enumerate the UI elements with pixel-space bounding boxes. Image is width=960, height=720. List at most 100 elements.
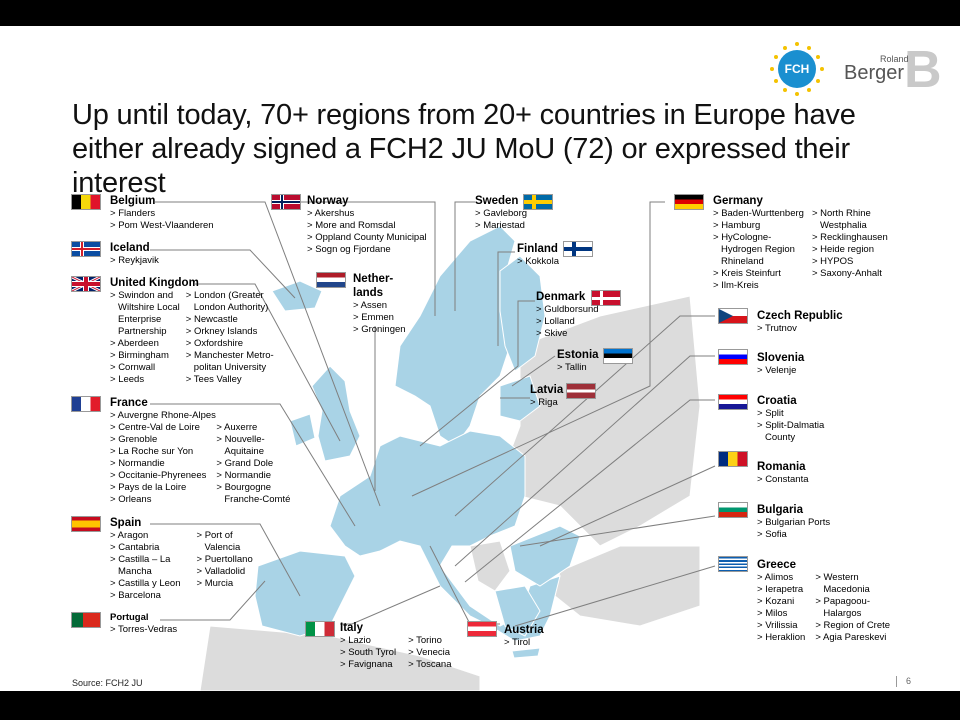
land-turkey [554, 545, 701, 627]
leader-estonia [511, 355, 556, 387]
region: Riga [530, 397, 563, 409]
land-crete [511, 647, 541, 659]
region: Venecia [408, 647, 451, 659]
region: Castilla – La [110, 554, 181, 566]
flag-sweden [523, 194, 553, 210]
country-name: Sweden [475, 195, 519, 207]
region: South Tyrol [340, 647, 396, 659]
region: Auvergne Rhone-Alpes [110, 410, 290, 422]
land-balkans [469, 540, 511, 592]
country-name: Estonia [557, 349, 599, 361]
region: Toscana [408, 659, 451, 671]
flag-greece [718, 556, 748, 572]
region: Baden-Wurttenberg [713, 208, 804, 220]
country-greece: Greece Alimos Ierapetra Kozani Milos Vri… [757, 558, 890, 644]
rb-logo-small: Roland [880, 54, 909, 64]
land-ireland [289, 413, 316, 447]
leader-iceland [150, 249, 296, 299]
country-name: Slovenia [757, 352, 805, 364]
region: Vrilissia [757, 620, 805, 632]
flag-denmark [591, 290, 621, 306]
country-name: Spain [110, 517, 142, 529]
flag-bulgaria [718, 502, 748, 518]
country-name: France [110, 397, 148, 409]
region: Partnership [118, 326, 167, 337]
leader-italy [340, 585, 441, 625]
country-name: Latvia [530, 384, 564, 396]
region: Rhineland [721, 256, 764, 267]
region: Torres-Vedras [110, 624, 177, 636]
country-name: Austria [504, 624, 544, 636]
rb-logo-mark: B [904, 41, 942, 99]
region: Agia Pareskevi [815, 632, 890, 644]
region: Pays de la Loire [110, 482, 206, 494]
flag-slovenia [718, 349, 748, 365]
land-uk [311, 365, 361, 462]
region: Sogn og Fjordane [307, 244, 427, 256]
leader-spain [150, 523, 301, 597]
country-netherlands: Nether- lands Assen Emmen Groningen [353, 272, 406, 336]
region: HyCologne- [713, 232, 804, 244]
region: Heraklion [757, 632, 805, 644]
country-name: Portugal [110, 612, 149, 623]
region: Grand Dole [216, 458, 290, 470]
region: Ierapetra [757, 584, 805, 596]
country-name: Bulgaria [757, 504, 804, 516]
region: Valladolid [197, 566, 253, 578]
country-bulgaria: Bulgaria Bulgarian Ports Sofia [757, 503, 830, 541]
country-name-line1: Nether- [353, 273, 394, 285]
region: Tirol [504, 637, 544, 649]
flag-belgium [71, 194, 101, 210]
region: London (Greater [186, 290, 274, 302]
rb-logo-big: Berger [844, 62, 905, 84]
region: Torino [408, 635, 451, 647]
country-name: Czech Republic [757, 310, 843, 322]
region: Macedonia [823, 584, 870, 595]
region: Swindon and [110, 290, 180, 302]
country-czech: Czech Republic Trutnov [757, 309, 843, 335]
country-name: Italy [340, 622, 364, 634]
flag-croatia [718, 394, 748, 410]
region: Oppland County Municipal [307, 232, 426, 244]
region: Kokkola [517, 256, 559, 268]
page-title: Up until today, 70+ regions from 20+ cou… [72, 99, 856, 199]
region: Velenje [757, 365, 804, 377]
flag-latvia [566, 383, 596, 399]
region: Normandie [216, 470, 290, 482]
flag-portugal [71, 612, 101, 628]
leader-uk [195, 283, 341, 442]
region: Grenoble [110, 434, 206, 446]
country-name-line2: lands [353, 287, 384, 299]
country-name: United Kingdom [110, 277, 199, 289]
region: Halargos [823, 608, 862, 619]
region: Enterprise [118, 314, 162, 325]
land-greece [494, 585, 541, 637]
country-name: Norway [307, 195, 349, 207]
flag-spain [71, 516, 101, 532]
flag-romania [718, 451, 748, 467]
region: More and Romsdal [307, 220, 427, 232]
country-denmark: Denmark Guldborsund Lolland Skive [536, 290, 599, 340]
region: Puertollano [197, 554, 253, 566]
region: Occitanie-Phyrenees [110, 470, 206, 482]
region: Mancha [118, 566, 152, 577]
region: Franche-Comté [224, 494, 291, 505]
flag-france [71, 396, 101, 412]
region: Ilm-Kreis [713, 280, 804, 292]
leader-finland [497, 251, 515, 346]
region: Recklinghausen [812, 232, 888, 244]
region: Orleans [110, 494, 206, 506]
region: Centre-Val de Loire [110, 422, 206, 434]
leader-slovenia [454, 355, 715, 567]
region: Leeds [110, 374, 180, 386]
country-estonia: Estonia Tallin [557, 348, 599, 374]
country-belgium: Belgium FlandersPom West-Vlaanderen [110, 194, 214, 232]
region: Auxerre [216, 422, 290, 434]
country-finland: Finland Kokkola [517, 242, 559, 268]
country-name: Denmark [536, 291, 586, 303]
leader-denmark [419, 300, 535, 447]
region: Akershus [307, 208, 427, 220]
country-italy: Italy Lazio South Tyrol Favignana Torino… [340, 621, 451, 671]
flag-netherlands [316, 272, 346, 288]
region: Western [815, 572, 890, 584]
